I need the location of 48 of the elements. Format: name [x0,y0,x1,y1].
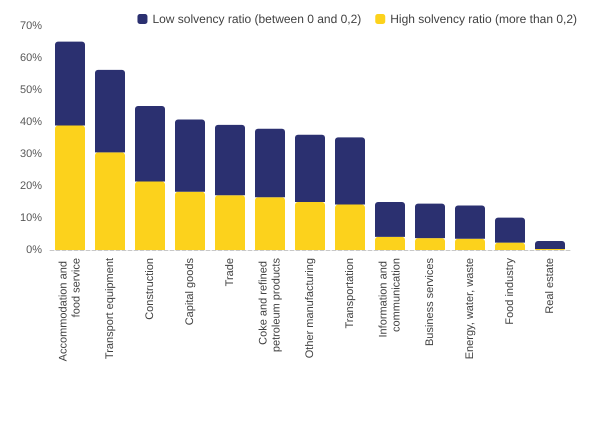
x-tick-label: Transportation [344,258,356,329]
x-tick-label: Real estate [544,258,556,314]
x-tick-label: Information and communication [378,258,402,338]
y-tick-label: 20% [20,180,42,192]
y-tick-label: 60% [20,52,42,64]
bar [55,126,85,250]
bar [95,152,125,250]
x-tick-label: Food industry [504,258,516,325]
x-tick-label: Capital goods [184,258,196,326]
bar [215,195,245,250]
bar [375,202,405,237]
y-tick-label: 40% [20,116,42,128]
bar [295,202,325,250]
x-tick-label: Transport equipment [104,258,116,360]
bar [335,137,365,205]
bar [295,134,325,202]
y-tick-label: 10% [20,212,42,224]
bar [255,128,285,198]
y-tick-label: 70% [20,20,42,32]
bar [95,70,125,152]
bar [415,204,445,238]
x-tick-label: Trade [224,258,236,286]
bar [375,236,405,250]
bar [455,206,485,239]
y-tick-label: 30% [20,148,42,160]
legend-label: High solvency ratio (more than 0,2) [390,12,578,26]
x-tick-label: Coke and refined petroleum products [258,258,282,352]
bar [55,42,85,126]
bar [335,204,365,250]
legend-label: Low solvency ratio (between 0 and 0,2) [152,12,362,26]
x-tick-label: Other manufacturing [304,258,316,358]
bar [175,192,205,250]
bar [415,238,445,250]
bar [535,241,565,250]
bar [255,197,285,250]
bar [135,182,165,250]
bar [135,106,165,182]
x-tick-label: Accommodation and food service [58,258,82,362]
bar [495,242,525,250]
bar [175,119,205,192]
bar [495,218,525,243]
y-tick-label: 0% [26,244,42,256]
x-tick-label: Energy, water, waste [464,258,476,360]
y-tick-label: 50% [20,84,42,96]
bar [455,238,485,250]
bar [215,124,245,196]
x-tick-label: Business services [424,258,436,346]
x-tick-label: Construction [144,258,156,320]
